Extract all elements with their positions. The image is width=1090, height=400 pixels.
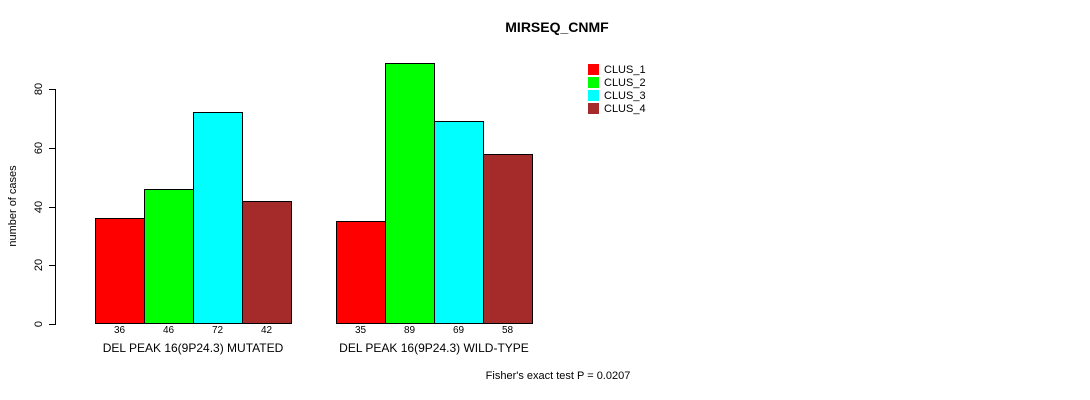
legend: CLUS_1 CLUS_2 CLUS_3 CLUS_4 <box>588 63 646 115</box>
x-axis-category-label: DEL PEAK 16(9P24.3) WILD-TYPE <box>339 341 529 355</box>
bar-clus_2-group2 <box>385 63 435 324</box>
bar-clus_4-group1 <box>242 201 292 324</box>
legend-item-clus_2: CLUS_2 <box>588 76 646 89</box>
bar-clus_4-group2 <box>483 154 533 324</box>
y-tick-label: 40 <box>33 200 45 214</box>
y-axis-label: number of cases <box>7 165 19 247</box>
x-axis-category-label: DEL PEAK 16(9P24.3) MUTATED <box>102 341 284 355</box>
bar-value-label: 36 <box>113 325 126 336</box>
bar-value-label: 42 <box>260 325 273 336</box>
bar-clus_3-group1 <box>193 112 243 324</box>
y-tick-mark <box>49 207 55 208</box>
annotation-text: Fisher's exact test P = 0.0207 <box>485 370 631 382</box>
legend-swatch-icon <box>588 90 599 101</box>
legend-label: CLUS_4 <box>604 102 646 115</box>
bar-value-label: 35 <box>354 325 367 336</box>
bar-clus_3-group2 <box>434 121 484 324</box>
bar-value-label: 72 <box>211 325 224 336</box>
y-tick-mark <box>49 89 55 90</box>
legend-label: CLUS_1 <box>604 63 646 76</box>
y-tick-label: 60 <box>33 141 45 155</box>
y-axis-line <box>55 89 56 325</box>
bar-clus_1-group2 <box>336 221 386 324</box>
legend-swatch-icon <box>588 103 599 114</box>
legend-item-clus_4: CLUS_4 <box>588 102 646 115</box>
y-tick-label: 0 <box>33 320 45 328</box>
y-tick-label: 80 <box>33 82 45 96</box>
y-tick-mark <box>49 324 55 325</box>
bar-value-label: 46 <box>162 325 175 336</box>
bar-clus_2-group1 <box>144 189 194 324</box>
legend-label: CLUS_2 <box>604 76 646 89</box>
legend-item-clus_1: CLUS_1 <box>588 63 646 76</box>
legend-swatch-icon <box>588 64 599 75</box>
bar-value-label: 89 <box>403 325 416 336</box>
legend-label: CLUS_3 <box>604 89 646 102</box>
bar-value-label: 58 <box>501 325 514 336</box>
legend-swatch-icon <box>588 77 599 88</box>
chart-title: MIRSEQ_CNMF <box>505 19 609 35</box>
y-tick-mark <box>49 265 55 266</box>
legend-item-clus_3: CLUS_3 <box>588 89 646 102</box>
bar-value-label: 69 <box>452 325 465 336</box>
y-tick-mark <box>49 148 55 149</box>
y-tick-label: 20 <box>33 258 45 272</box>
bar-clus_1-group1 <box>95 218 145 324</box>
